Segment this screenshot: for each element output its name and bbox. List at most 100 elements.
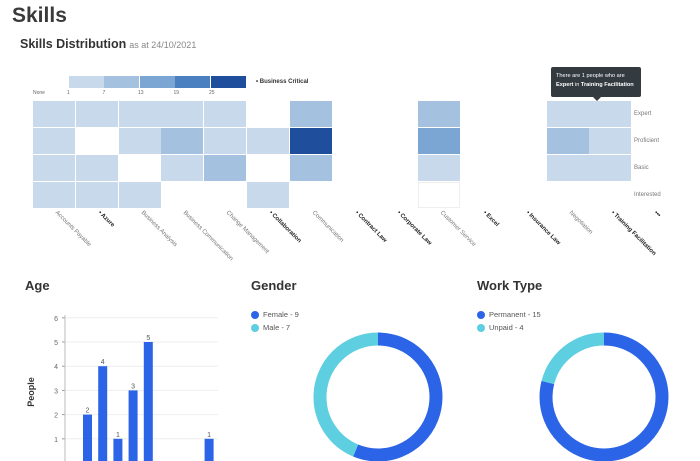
heatmap-cell[interactable] — [33, 101, 75, 127]
legend-unpaid[interactable]: Unpaid - 4 — [477, 323, 524, 332]
heatmap-cell[interactable] — [546, 128, 589, 154]
column-label: • Insurance Law — [524, 210, 561, 247]
column-label: Communication — [310, 210, 345, 244]
legend-label: Unpaid - 4 — [489, 323, 524, 332]
age-bar[interactable] — [143, 342, 153, 461]
legend-swatch — [68, 76, 104, 88]
heatmap-cell[interactable] — [589, 128, 632, 154]
heatmap-cell[interactable] — [247, 182, 289, 208]
y-tick-label: 1 — [54, 437, 58, 444]
legend-swatch — [104, 76, 139, 88]
legend-tick-label: 1 — [67, 90, 70, 96]
tooltip-skill: Training Facilitation — [580, 82, 634, 88]
heatmap-cell[interactable] — [33, 128, 75, 154]
heatmap-cell[interactable] — [75, 101, 118, 127]
heatmap-cell[interactable] — [118, 101, 161, 127]
heatmap-cell[interactable] — [33, 182, 75, 208]
male-slice[interactable] — [313, 332, 443, 461]
tooltip-level: Expert — [556, 82, 574, 88]
heatmap-cell[interactable] — [546, 101, 589, 127]
as-at-date: as at 24/10/2021 — [129, 40, 197, 50]
column-label: Customer Service — [438, 210, 477, 248]
column-label: Business Communication — [182, 210, 235, 263]
column-label: • Training Facilitation — [610, 210, 658, 257]
column-label: Accounts Payable — [53, 210, 92, 249]
heatmap-cell[interactable] — [118, 128, 161, 154]
row-label: Expert — [634, 111, 652, 117]
permanent-dot-icon — [477, 310, 485, 319]
heatmap-cell[interactable] — [161, 128, 204, 154]
heatmap-cell[interactable] — [161, 155, 204, 181]
heatmap-cell[interactable] — [204, 128, 247, 154]
gender-donut — [313, 332, 443, 461]
heatmap-cell[interactable] — [247, 128, 289, 154]
y-tick-label: 6 — [54, 316, 58, 323]
age-bar[interactable] — [98, 366, 108, 461]
legend-male[interactable]: Male - 7 — [251, 323, 290, 332]
tooltip-in: in — [573, 82, 581, 88]
legend-tick-label: 7 — [102, 90, 106, 96]
legend-tick-label: 19 — [173, 90, 180, 96]
female-dot-icon — [251, 310, 259, 319]
row-label: Interested — [634, 192, 661, 198]
legend-swatch — [210, 76, 246, 88]
heatmap-tooltip: There are 1 people who are Expert in Trai… — [551, 67, 641, 101]
y-tick-label: 2 — [54, 413, 58, 420]
heatmap-cell[interactable] — [118, 182, 161, 208]
heatmap-cell[interactable] — [75, 182, 118, 208]
y-tick-label: 5 — [54, 340, 58, 347]
bar-data-label: 3 — [131, 383, 135, 390]
row-label: Basic — [634, 165, 649, 171]
legend-swatch — [175, 76, 210, 88]
heatmap-cell[interactable] — [289, 101, 332, 127]
column-label: • Corporate Law — [396, 210, 433, 247]
legend-swatch — [33, 76, 68, 88]
heatmap-cell[interactable] — [75, 155, 118, 181]
heatmap-cell[interactable] — [418, 128, 461, 154]
bar-data-label: 4 — [101, 359, 105, 366]
unpaid-slice[interactable] — [539, 332, 669, 461]
heatmap-cell[interactable] — [418, 101, 461, 127]
legend-label: Male - 7 — [263, 323, 291, 332]
heatmap-cell[interactable] — [289, 128, 332, 154]
age-bar[interactable] — [204, 438, 214, 461]
heatmap-cell[interactable] — [33, 155, 75, 181]
column-label: • Excel — [481, 210, 500, 228]
gender-title: Gender — [251, 278, 297, 293]
age-title: Age — [25, 278, 50, 293]
legend-permanent[interactable]: Permanent - 15 — [477, 310, 541, 319]
heatmap-cell[interactable] — [589, 155, 632, 181]
legend-swatch — [139, 76, 175, 88]
column-label: Change Management — [224, 210, 271, 256]
legend-tick-label: 25 — [209, 90, 215, 96]
y-tick-label: 4 — [54, 364, 58, 371]
work-type-title: Work Type — [477, 278, 543, 293]
age-bar[interactable] — [83, 414, 92, 461]
age-bar[interactable] — [113, 438, 123, 461]
heatmap-cell[interactable] — [418, 155, 461, 181]
heatmap-cell[interactable] — [546, 155, 589, 181]
y-tick-label: 3 — [54, 388, 58, 395]
legend-tick-label: 13 — [138, 90, 144, 96]
male-dot-icon — [251, 323, 259, 332]
heatmap-cell[interactable] — [161, 101, 204, 127]
heatmap-cell[interactable] — [418, 182, 461, 208]
column-label: ••• — [652, 210, 662, 219]
heatmap-cell[interactable] — [204, 101, 247, 127]
tooltip-line1: There are 1 people who are — [556, 73, 625, 79]
age-bar[interactable] — [128, 390, 138, 461]
legend-label: Female - 9 — [263, 310, 299, 319]
legend-label: Permanent - 15 — [489, 310, 541, 319]
column-label: Negotiation — [567, 210, 594, 236]
age-chart: 1 2 3 4 5 6 People 2 4 1 3 5 1 — [26, 315, 218, 461]
bar-data-label: 2 — [86, 408, 90, 415]
heatmap-cell[interactable] — [289, 155, 332, 181]
bar-data-label: 5 — [146, 335, 150, 342]
heatmap-cell[interactable] — [204, 155, 247, 181]
y-axis-label: People — [26, 377, 36, 407]
heatmap-cell[interactable] — [589, 101, 632, 127]
column-label: • Collaboration — [267, 210, 303, 245]
section-title: Skills Distribution — [20, 37, 127, 51]
bar-data-label: 1 — [116, 432, 120, 439]
legend-female[interactable]: Female - 9 — [251, 310, 299, 319]
